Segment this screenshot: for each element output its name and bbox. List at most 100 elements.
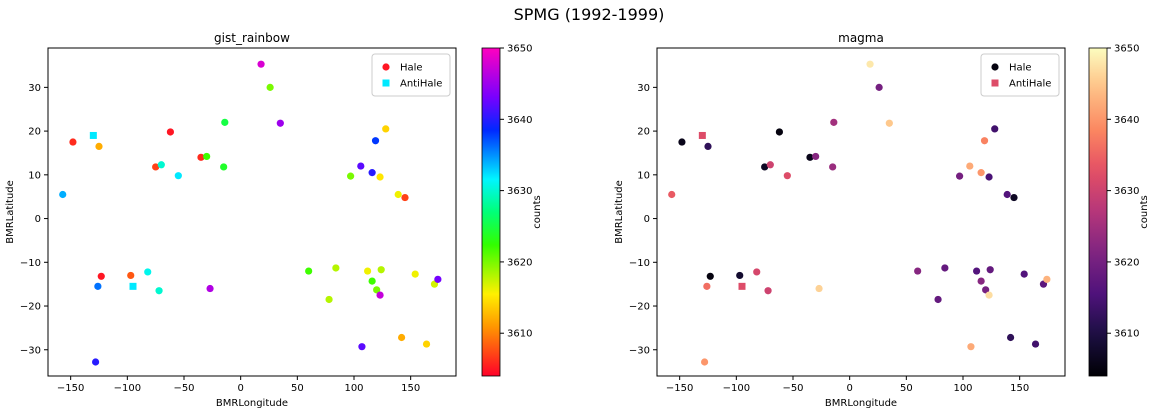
data-point-hale bbox=[382, 125, 390, 133]
colorbar-tick-label: 3640 bbox=[507, 115, 532, 126]
data-point-hale bbox=[127, 271, 135, 280]
data-point-hale bbox=[220, 163, 228, 171]
legend-box bbox=[371, 53, 451, 97]
legend: Hale AntiHale bbox=[980, 53, 1060, 97]
data-point-hale bbox=[257, 60, 265, 68]
data-point-hale bbox=[266, 83, 274, 91]
data-point-hale bbox=[376, 291, 384, 299]
y-tick-label: −20 bbox=[629, 302, 650, 313]
colorbar-tick-label: 3620 bbox=[1114, 257, 1139, 268]
data-point-hale bbox=[678, 138, 686, 146]
x-tick-label: −50 bbox=[173, 383, 194, 394]
data-point-hale bbox=[69, 138, 77, 146]
data-point-hale bbox=[829, 163, 837, 171]
data-point-hale bbox=[401, 193, 409, 202]
x-axis-label: BMRLongitude bbox=[825, 398, 897, 409]
legend-label: AntiHale bbox=[400, 79, 442, 90]
legend-marker-antihale bbox=[382, 79, 390, 87]
data-point-hale bbox=[986, 266, 994, 274]
y-tick-label: −20 bbox=[20, 302, 41, 313]
data-point-hale bbox=[368, 277, 376, 285]
x-tick-label: 100 bbox=[344, 383, 363, 394]
legend-label: AntiHale bbox=[1009, 79, 1051, 90]
data-point-hale bbox=[1031, 340, 1040, 348]
data-point-hale bbox=[358, 343, 366, 351]
data-point-hale bbox=[977, 169, 985, 177]
data-point-hale bbox=[703, 282, 711, 290]
data-point-hale bbox=[97, 272, 105, 280]
data-point-hale bbox=[206, 284, 214, 293]
data-point-hale bbox=[95, 142, 103, 150]
data-point-hale bbox=[985, 291, 993, 299]
data-point-hale bbox=[157, 161, 165, 169]
chart-panel-magma: magma−150 −100 −50 0 50 100 150−30−20−10010203… bbox=[614, 31, 1150, 409]
data-point-hale bbox=[973, 267, 981, 275]
plot-frame bbox=[47, 47, 457, 377]
data-point-hale bbox=[956, 172, 964, 180]
legend-marker-hale bbox=[382, 63, 390, 71]
x-tick-label: 150 bbox=[1010, 383, 1029, 394]
data-point-hale bbox=[276, 119, 284, 127]
y-tick-label: −10 bbox=[629, 258, 650, 269]
data-point-hale bbox=[398, 333, 406, 342]
plot-frame bbox=[656, 47, 1066, 377]
colorbar bbox=[1088, 47, 1108, 377]
x-axis-label: BMRLongitude bbox=[216, 398, 288, 409]
y-tick-label: 20 bbox=[28, 127, 41, 138]
data-point-hale bbox=[155, 287, 163, 295]
data-point-hale bbox=[377, 266, 385, 274]
data-point-hale bbox=[934, 295, 942, 304]
colorbar-label: counts bbox=[532, 195, 543, 228]
data-point-hale bbox=[761, 163, 769, 171]
data-point-antihale bbox=[738, 282, 746, 290]
x-tick-label: 0 bbox=[237, 383, 243, 394]
y-axis-label: BMRLatitude bbox=[5, 180, 16, 244]
data-point-hale bbox=[371, 137, 380, 145]
data-point-hale bbox=[1043, 275, 1051, 283]
legend-label: Hale bbox=[1009, 63, 1032, 74]
colorbar bbox=[481, 47, 501, 377]
colorbar-tick-label: 3610 bbox=[507, 329, 532, 340]
data-point-hale bbox=[806, 153, 814, 161]
data-point-hale bbox=[977, 277, 985, 285]
colorbar-tick-label: 3610 bbox=[1114, 329, 1139, 340]
data-point-hale bbox=[305, 267, 313, 275]
x-tick-label: −150 bbox=[666, 383, 693, 394]
y-tick-label: 0 bbox=[644, 214, 650, 225]
y-tick-label: 10 bbox=[637, 170, 650, 181]
data-point-hale bbox=[144, 268, 152, 276]
x-tick-label: −100 bbox=[723, 383, 750, 394]
colorbar-tick-label: 3620 bbox=[507, 257, 532, 268]
y-tick-label: 0 bbox=[35, 214, 41, 225]
data-point-hale bbox=[1003, 190, 1011, 199]
data-point-hale bbox=[376, 173, 384, 181]
legend: Hale AntiHale bbox=[371, 53, 451, 97]
data-point-hale bbox=[766, 161, 774, 169]
x-tick-label: 50 bbox=[291, 383, 304, 394]
data-point-hale bbox=[991, 125, 999, 133]
y-tick-label: 30 bbox=[637, 83, 650, 94]
data-point-hale bbox=[94, 282, 102, 290]
y-axis-label: BMRLatitude bbox=[614, 180, 625, 244]
data-point-hale bbox=[885, 119, 893, 127]
data-point-hale bbox=[764, 287, 772, 295]
data-point-hale bbox=[815, 284, 823, 293]
data-point-hale bbox=[411, 270, 419, 278]
data-point-hale bbox=[914, 267, 922, 275]
data-point-hale bbox=[1020, 270, 1028, 278]
data-point-hale bbox=[434, 275, 442, 283]
x-tick-label: −150 bbox=[57, 383, 84, 394]
legend-label: Hale bbox=[400, 63, 423, 74]
y-tick-label: −30 bbox=[629, 345, 650, 356]
data-point-hale bbox=[775, 128, 784, 136]
y-tick-label: 10 bbox=[28, 170, 41, 181]
data-point-hale bbox=[92, 358, 100, 366]
data-point-hale bbox=[966, 162, 974, 170]
x-tick-label: 50 bbox=[900, 383, 913, 394]
colorbar-tick-label: 3630 bbox=[1114, 186, 1139, 197]
data-point-hale bbox=[985, 173, 993, 181]
data-point-hale bbox=[368, 169, 376, 177]
x-tick-label: 0 bbox=[846, 383, 852, 394]
chart-title: magma bbox=[838, 31, 884, 45]
